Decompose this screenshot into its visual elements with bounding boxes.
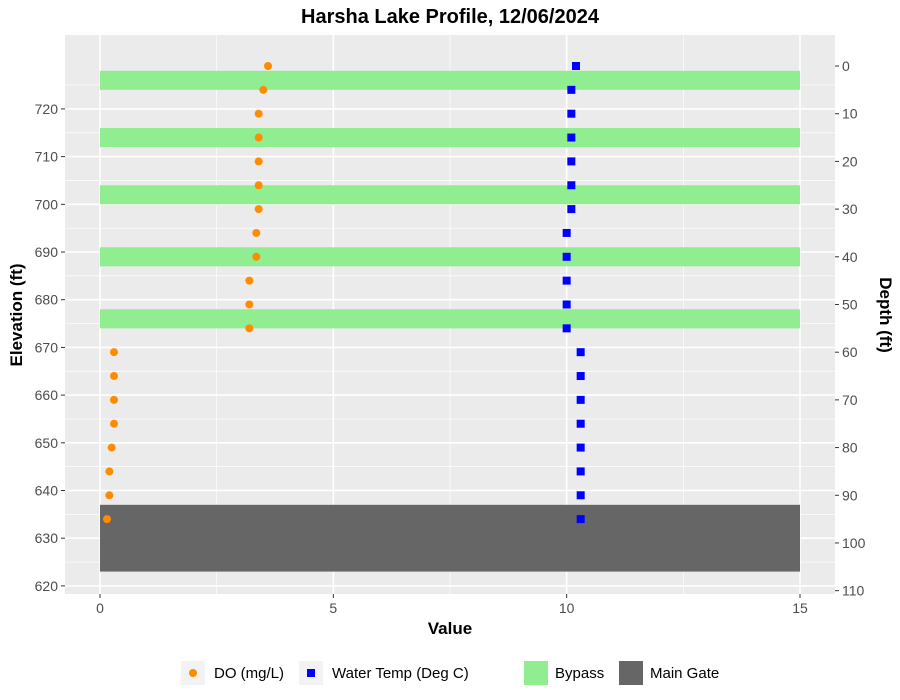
y2-tick-label: 60	[842, 344, 858, 360]
y-tick-label: 700	[35, 196, 59, 212]
temp-point	[567, 133, 576, 142]
do-point	[107, 443, 116, 452]
legend-key-fill	[524, 661, 548, 685]
y2-tick-label: 110	[842, 583, 865, 599]
y2-tick-label: 50	[842, 296, 858, 312]
legend-item-do: DO (mg/L)	[181, 661, 284, 685]
do-point	[105, 491, 114, 500]
legend-key-square	[307, 669, 315, 677]
temp-point	[562, 300, 571, 309]
legend-item-temp: Water Temp (Deg C)	[299, 661, 469, 685]
y-tick-label: 720	[35, 101, 59, 117]
y-tick-label: 680	[35, 292, 59, 308]
y2-tick-label: 30	[842, 201, 858, 217]
legend: DO (mg/L) Water Temp (Deg C) Bypass Main Ga…	[181, 661, 719, 685]
y-tick-label: 660	[35, 387, 59, 403]
temp-point	[562, 252, 571, 261]
do-point	[110, 372, 118, 381]
temp-point	[567, 181, 576, 190]
temp-point	[562, 276, 571, 285]
do-point	[254, 205, 263, 214]
do-point	[264, 62, 272, 71]
x-tick-label: 0	[96, 600, 104, 616]
legend-label: Bypass	[555, 665, 604, 682]
do-point	[252, 252, 261, 261]
do-point	[254, 181, 263, 190]
temp-point	[576, 372, 585, 381]
y2-tick-label: 20	[842, 153, 858, 169]
do-point	[110, 348, 118, 357]
legend-key-circle	[189, 669, 197, 677]
do-point	[245, 276, 254, 285]
y-axis-title: Elevation (ft)	[7, 264, 26, 367]
x-tick-label: 10	[559, 600, 575, 616]
temp-point	[576, 515, 585, 524]
y2-axis-title: Depth (ft)	[876, 277, 895, 353]
temp-point	[576, 348, 585, 357]
do-point	[259, 85, 268, 94]
y2-tick-label: 10	[842, 106, 858, 122]
temp-point	[576, 443, 585, 452]
temp-point	[576, 467, 585, 476]
do-point	[254, 133, 263, 142]
legend-label: Water Temp (Deg C)	[332, 665, 469, 682]
y-tick-label: 640	[35, 482, 59, 498]
do-point	[103, 515, 111, 524]
bypass-band	[100, 70, 800, 90]
chart-title: Harsha Lake Profile, 12/06/2024	[301, 6, 600, 28]
do-point	[245, 324, 254, 333]
y2-tick-label: 80	[842, 440, 858, 456]
legend-key-fill	[619, 661, 643, 685]
y-tick-label: 650	[35, 435, 59, 451]
bypass-band	[100, 247, 800, 267]
y-tick-label: 620	[35, 578, 59, 594]
do-point	[245, 300, 254, 309]
y2-tick-label: 0	[842, 58, 850, 74]
bypass-band	[100, 128, 800, 148]
y2-tick-label: 40	[842, 249, 858, 265]
bypass-band	[100, 309, 800, 329]
release-bands	[100, 70, 800, 572]
temp-point	[576, 491, 585, 500]
legend-label: Main Gate	[650, 665, 719, 682]
y2-tick-label: 70	[842, 392, 858, 408]
x-tick-label: 5	[329, 600, 337, 616]
do-point	[105, 467, 114, 476]
legend-item-bypass: Bypass	[524, 661, 604, 685]
y-tick-label: 690	[35, 244, 59, 260]
legend-item-main-gate: Main Gate	[619, 661, 719, 685]
do-point	[254, 109, 263, 118]
axes: 0 5 10 15 620 630 640 650 660 670 680 690 700 710 720 0…	[35, 58, 866, 616]
do-point	[252, 228, 261, 237]
y2-tick-label: 100	[842, 535, 866, 551]
y-tick-label: 670	[35, 339, 59, 355]
do-point	[110, 419, 118, 428]
legend-label: DO (mg/L)	[214, 665, 284, 682]
do-point	[110, 395, 118, 404]
temp-point	[567, 109, 576, 118]
y2-tick-label: 90	[842, 487, 858, 503]
temp-point	[562, 324, 571, 333]
x-tick-label: 15	[792, 600, 808, 616]
y-tick-label: 710	[35, 149, 59, 165]
temp-point	[567, 205, 576, 214]
temp-point	[572, 62, 580, 71]
temp-point	[567, 157, 576, 166]
x-axis-title: Value	[428, 619, 472, 638]
temp-point	[576, 395, 585, 404]
main-gate-band	[100, 504, 800, 572]
do-point	[254, 157, 263, 166]
bypass-band	[100, 185, 800, 205]
data-points	[103, 62, 585, 524]
temp-point	[567, 85, 576, 94]
temp-point	[562, 228, 571, 237]
y-tick-label: 630	[35, 530, 59, 546]
temp-point	[576, 419, 585, 428]
